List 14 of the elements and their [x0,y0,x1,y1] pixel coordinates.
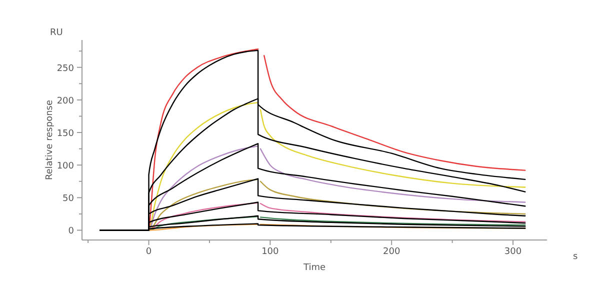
y-tick-label: 50 [62,194,74,204]
y-tick-label: 200 [56,96,74,106]
x-tick-label: 200 [383,247,400,257]
y-axis-title: Relative response [45,100,55,180]
text: s [573,252,578,262]
x-axis-title: Time [302,263,326,273]
x-tick-label: 100 [262,247,280,257]
text: RU [50,28,63,38]
y-tick-label: 150 [56,129,74,140]
y-tick-label: 100 [56,162,74,172]
y-tick-label: 0 [68,226,74,237]
y-tick-label: 250 [56,64,74,74]
x-tick-label: 0 [146,247,152,257]
x-tick-label: 300 [504,247,522,257]
